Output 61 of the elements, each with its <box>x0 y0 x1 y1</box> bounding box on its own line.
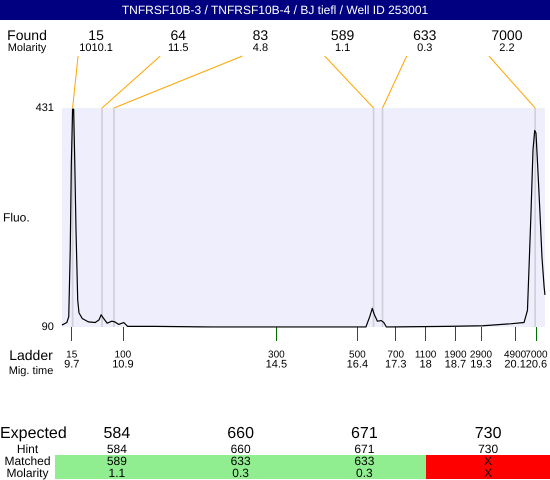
text: 633 <box>230 454 251 468</box>
text: 1900 <box>444 350 467 360</box>
x-tick-label: 10.9 <box>112 358 134 370</box>
text: 1.1 <box>108 466 126 480</box>
x-tick-label: 14.5 <box>266 358 288 370</box>
text: 4900 <box>504 350 527 360</box>
y-tick-label: 90 <box>42 321 54 333</box>
text: X <box>484 454 492 468</box>
text: Ladder <box>9 347 54 363</box>
x-tick-label: 19.3 <box>470 358 492 370</box>
text: 0.3 <box>356 466 373 480</box>
text: 584 <box>106 442 127 456</box>
text: Found <box>7 27 47 43</box>
annotation: 1.1 <box>334 42 350 54</box>
text: 7000 <box>525 350 548 360</box>
text: 100 <box>114 350 132 360</box>
band-label: 15 <box>88 27 104 43</box>
band-label: 633 <box>413 27 437 43</box>
text: 671 <box>351 425 378 442</box>
x-tick-label: 16.4 <box>346 358 368 370</box>
x-tick-label: 20.1 <box>504 358 526 370</box>
band-label: 7000 <box>491 27 523 43</box>
text: 700 <box>387 350 405 360</box>
category-label: Expected <box>0 425 67 442</box>
x-tick-label: 18.7 <box>444 358 466 370</box>
text: 15 <box>66 350 78 360</box>
x-tick-label: 20.6 <box>526 358 548 370</box>
y-tick-label: 431 <box>36 102 54 114</box>
annotation: 4.8 <box>252 42 268 54</box>
x-axis-title: Mig. time <box>8 365 54 377</box>
text: 500 <box>349 350 366 360</box>
text: 633 <box>354 454 374 468</box>
text: Molarity <box>8 42 47 54</box>
chart-title: TNFRSF10B-3 / TNFRSF10B-4 / BJ tiefl / Well ID 253001 <box>122 3 428 17</box>
text: 589 <box>106 454 127 468</box>
text: 660 <box>230 442 251 456</box>
annotation: 2.2 <box>499 42 515 54</box>
band-label: 83 <box>252 27 268 43</box>
text: 660 <box>227 425 254 442</box>
text: 730 <box>478 442 498 456</box>
text: 730 <box>474 425 502 442</box>
band-label: 589 <box>330 27 354 43</box>
text: 0.3 <box>232 466 249 480</box>
category-label: Hint <box>16 442 38 456</box>
text: 584 <box>104 425 130 442</box>
text: 671 <box>354 442 374 456</box>
text: 300 <box>268 350 286 360</box>
annotation: 11.5 <box>168 42 189 54</box>
y-axis-title: Fluo. <box>2 210 30 224</box>
line-series <box>61 108 546 328</box>
text: 1100 <box>414 350 437 360</box>
category-label: Matched <box>4 454 51 468</box>
band-label: 64 <box>170 27 186 43</box>
annotation: 1010.1 <box>79 42 113 54</box>
category-label: Molarity <box>6 466 48 480</box>
x-tick-label: 17.3 <box>385 358 406 370</box>
text: X <box>484 466 492 480</box>
text: 2900 <box>470 350 493 360</box>
x-tick-label: 9.7 <box>64 358 80 370</box>
annotation: 0.3 <box>417 42 432 54</box>
x-tick-label: 18 <box>419 358 432 370</box>
